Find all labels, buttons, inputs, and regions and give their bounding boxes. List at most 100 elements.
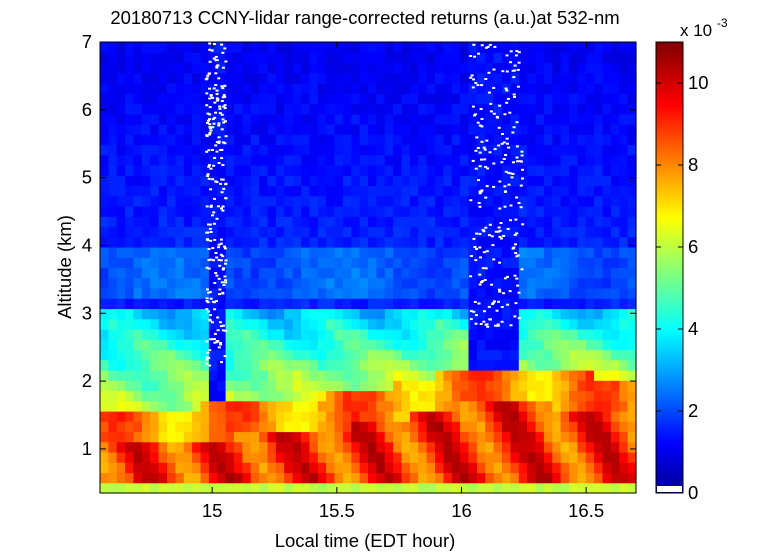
heatmap-cell <box>100 482 109 494</box>
heatmap-cell <box>234 62 243 74</box>
heatmap-cell <box>275 83 285 94</box>
heatmap-cell <box>510 462 520 474</box>
heatmap-cell <box>393 195 403 207</box>
heatmap-cell <box>518 318 528 330</box>
heatmap-cell <box>368 359 377 371</box>
heatmap-cell <box>393 267 403 279</box>
heatmap-cell <box>451 411 461 422</box>
missing-data-cell <box>505 54 509 57</box>
heatmap-cell <box>292 277 302 289</box>
heatmap-cell <box>116 247 126 258</box>
heatmap-cell <box>376 421 386 433</box>
heatmap-cell <box>577 380 587 392</box>
missing-data-cell <box>219 342 222 344</box>
heatmap-cell <box>158 452 168 463</box>
heatmap-cell <box>435 298 444 310</box>
heatmap-cell <box>242 236 252 248</box>
heatmap-cell <box>301 329 310 340</box>
heatmap-cell <box>284 318 294 330</box>
missing-data-cell <box>512 76 516 79</box>
heatmap-cell <box>217 441 227 453</box>
heatmap-cell <box>301 83 310 94</box>
heatmap-cell <box>208 298 218 310</box>
heatmap-cell <box>351 247 361 258</box>
heatmap-cell <box>150 462 160 474</box>
heatmap-cell <box>527 52 537 64</box>
heatmap-cell <box>418 165 428 176</box>
heatmap-cell <box>242 380 252 392</box>
heatmap-cell <box>141 42 151 53</box>
heatmap-cell <box>208 359 218 371</box>
heatmap-cell <box>602 298 612 310</box>
heatmap-cell <box>552 421 562 433</box>
heatmap-cell <box>443 206 453 217</box>
heatmap-cell <box>183 421 193 433</box>
heatmap-cell <box>234 482 243 494</box>
heatmap-cell <box>208 349 218 361</box>
heatmap-cell <box>275 421 285 433</box>
heatmap-cell <box>342 298 352 310</box>
missing-data-cell <box>222 284 226 287</box>
heatmap-cell <box>376 175 386 187</box>
missing-data-cell <box>219 238 223 241</box>
missing-data-cell <box>217 246 220 249</box>
heatmap-cell <box>594 72 604 84</box>
heatmap-cell <box>200 113 210 125</box>
heatmap-cell <box>326 288 336 299</box>
heatmap-cell <box>435 206 444 217</box>
heatmap-cell <box>376 370 386 381</box>
heatmap-cell <box>426 482 436 494</box>
heatmap-cell <box>401 288 411 299</box>
heatmap-cell <box>317 472 327 484</box>
heatmap-cell <box>259 62 269 74</box>
heatmap-cell <box>577 267 587 279</box>
missing-data-cell <box>224 60 228 63</box>
missing-data-cell <box>503 113 507 116</box>
heatmap-cell <box>451 247 461 258</box>
heatmap-cell <box>493 349 503 361</box>
heatmap-cell <box>569 462 578 474</box>
heatmap-cell <box>627 349 637 361</box>
heatmap-cell <box>577 329 587 340</box>
heatmap-cell <box>317 411 327 422</box>
heatmap-cell <box>468 349 478 361</box>
heatmap-cell <box>292 72 302 84</box>
heatmap-cell <box>326 329 336 340</box>
heatmap-cell <box>158 165 168 176</box>
heatmap-cell <box>234 288 243 299</box>
missing-data-cell <box>484 196 488 199</box>
missing-data-cell <box>208 42 212 45</box>
heatmap-cell <box>334 124 344 135</box>
heatmap-cell <box>577 226 587 238</box>
heatmap-cell <box>602 185 612 197</box>
heatmap-cell <box>409 134 419 146</box>
heatmap-cell <box>100 62 109 74</box>
heatmap-cell <box>175 267 185 279</box>
missing-data-cell <box>223 247 227 250</box>
heatmap-cell <box>175 318 185 330</box>
heatmap-cell <box>359 257 369 269</box>
heatmap-cell <box>510 216 520 228</box>
heatmap-cell <box>292 165 302 176</box>
heatmap-cell <box>435 42 444 53</box>
heatmap-cell <box>476 62 486 74</box>
heatmap-cell <box>552 441 562 453</box>
missing-data-cell <box>509 50 513 53</box>
heatmap-cell <box>543 441 553 453</box>
heatmap-cell <box>183 103 193 115</box>
heatmap-cell <box>242 83 252 94</box>
heatmap-cell <box>351 113 361 125</box>
heatmap-cell <box>527 339 537 351</box>
heatmap-cell <box>368 452 377 463</box>
heatmap-cell <box>351 216 361 228</box>
heatmap-cell <box>100 226 109 238</box>
heatmap-cell <box>527 165 537 176</box>
heatmap-cell <box>141 93 151 105</box>
heatmap-cell <box>334 359 344 371</box>
heatmap-cell <box>401 359 411 371</box>
heatmap-cell <box>158 93 168 105</box>
heatmap-cell <box>426 308 436 320</box>
missing-data-cell <box>492 258 496 261</box>
heatmap-cell <box>468 236 478 248</box>
heatmap-cell <box>409 308 419 320</box>
